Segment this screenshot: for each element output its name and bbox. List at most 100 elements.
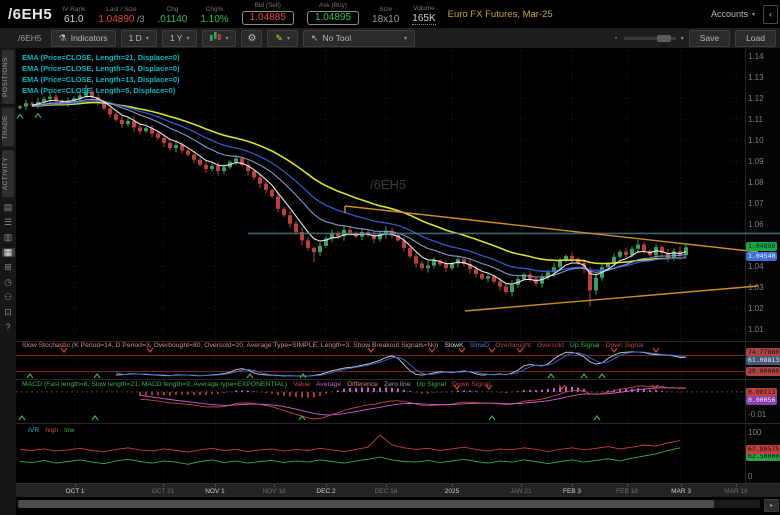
date-tick-mark — [736, 484, 737, 487]
macd-down-signal — [651, 384, 659, 390]
iv-axis-top-label: 100 — [748, 428, 762, 437]
help-icon[interactable]: ? — [5, 321, 11, 332]
field-value: 1.04890 /3 — [98, 14, 145, 26]
panel-separator — [16, 423, 780, 424]
iv-low-line — [19, 447, 681, 465]
timeframe-dropdown[interactable]: 1 D ▾ — [120, 29, 157, 47]
list-icon[interactable]: ☰ — [3, 216, 13, 227]
quote-header: /6EH5 IV Rank 61.0 Last / Size 1.04890 /3 Ch… — [0, 0, 780, 28]
time-zoom-slider[interactable] — [623, 34, 676, 42]
quote-field-chg%: Chg% 1.10% — [200, 6, 228, 26]
accounts-menu[interactable]: Accounts ▾ — [711, 9, 755, 19]
date-tick-label: JAN 21 — [510, 488, 532, 495]
range-dropdown[interactable]: 1 Y ▾ — [161, 29, 198, 47]
clock-icon[interactable]: ◷ — [4, 276, 12, 287]
candle-body — [606, 263, 610, 268]
iv-high-badge: 67.80575 — [746, 445, 780, 454]
sidebar-tab-positions[interactable]: POSITIONS — [2, 50, 14, 104]
candle-body — [282, 208, 286, 216]
field-value: 1.04895 — [306, 11, 360, 26]
candle-body — [642, 244, 646, 251]
stoch-up-signal — [299, 373, 307, 379]
candle-body — [36, 101, 40, 105]
macd-up-signal — [91, 415, 99, 421]
candle-body — [570, 255, 574, 259]
sidebar-tab-trade[interactable]: TRADE — [2, 107, 14, 147]
candle-body — [462, 259, 466, 264]
news-icon[interactable]: ▤ — [3, 201, 13, 212]
collapse-panel-button[interactable]: ‹ — [763, 4, 778, 24]
candle-body — [96, 96, 100, 103]
chart-settings-button[interactable]: ⚙ — [241, 29, 263, 47]
candle-body — [450, 263, 454, 269]
active-tool-label: No Tool — [322, 33, 352, 43]
candle-body — [192, 154, 196, 160]
monitor-grid-icon[interactable]: ▦ — [1, 247, 15, 257]
candle-body — [528, 274, 532, 279]
candle-body — [48, 96, 52, 99]
candle-body — [402, 240, 406, 248]
macd-label-legend-item: Zero line — [384, 381, 411, 388]
stochastic-badge-2: 20.00000 — [746, 367, 780, 376]
stoch-up-signal — [26, 373, 34, 379]
trendline-2[interactable] — [464, 285, 759, 312]
stochastic-label-legend-item: Overbought — [495, 342, 531, 349]
candle-body — [522, 274, 526, 280]
load-button[interactable]: Load — [735, 29, 776, 47]
candle-body — [576, 258, 580, 264]
trendline-1[interactable] — [344, 205, 759, 253]
collapse-icon: ‹ — [769, 9, 772, 19]
candle-body — [18, 106, 22, 109]
candle-body — [456, 259, 460, 264]
drawing-tool-dropdown[interactable]: ↖ No Tool ▾ — [302, 29, 415, 47]
candle-body — [162, 137, 166, 143]
apps-icon[interactable]: ⊞ — [4, 261, 12, 272]
drawing-style-dropdown[interactable]: ✎ ▾ — [267, 29, 298, 47]
sidebar-tab-activity[interactable]: ACTIVITY — [2, 150, 14, 198]
scroll-right-button[interactable]: ▸ — [764, 499, 779, 512]
date-tick-mark — [386, 484, 387, 487]
candle-body — [54, 96, 58, 101]
slowk-line — [115, 351, 687, 377]
macd-value-line — [139, 385, 687, 420]
candle-body — [678, 251, 682, 256]
users-icon[interactable]: ⚇ — [3, 291, 13, 302]
ema-5-line — [31, 95, 687, 285]
indicators-button[interactable]: ⚗ Indicators — [50, 29, 116, 47]
iv-label: IVR high low — [22, 427, 80, 434]
candle-body — [582, 263, 586, 270]
candle-body — [60, 100, 64, 104]
symbol-title: /6EH5 — [8, 5, 53, 23]
quote-field-volume: Volume 165K — [412, 4, 436, 26]
field-value: 18x10 — [372, 14, 400, 26]
save-button[interactable]: Save — [688, 29, 731, 47]
time-scrollbar-thumb[interactable] — [18, 500, 714, 508]
line-price-badge: 1.04540 — [746, 251, 778, 261]
candle-body — [132, 121, 136, 128]
macd-label-legend-item: Value — [293, 381, 310, 388]
chart-type-dropdown[interactable]: ▾ — [202, 29, 237, 47]
candle-body — [594, 277, 598, 291]
stochastic-badge-0: 74.77860 — [746, 348, 780, 357]
candle-body — [366, 231, 370, 235]
price-tick-label: 1.04 — [748, 262, 764, 271]
price-tick-label: 1.07 — [748, 199, 764, 208]
last-price-badge: 1.04890 — [746, 242, 778, 252]
field-label: Bid (Sell) — [254, 1, 281, 9]
date-tick-label: OCT 21 — [151, 488, 175, 495]
candle-body — [444, 264, 448, 269]
ledger-icon[interactable]: ▥ — [3, 231, 13, 242]
field-label: Volume — [413, 4, 435, 12]
time-scrollbar-track[interactable] — [18, 500, 760, 508]
candle-body — [312, 247, 316, 253]
ema-legend-2: EMA (Price=CLOSE, Length=13, Displace=0) — [22, 75, 180, 84]
stoch-up-signal — [93, 373, 101, 379]
contract-description: Euro FX Futures, Mar-25 — [447, 8, 553, 20]
calendar-icon[interactable]: ⊡ — [4, 306, 12, 317]
candle-body — [516, 279, 520, 285]
slider-thumb[interactable] — [656, 34, 671, 42]
stochastic-label-legend-item: Down Signal — [605, 342, 644, 349]
macd-down-signal — [558, 384, 566, 390]
iv-high-line — [19, 434, 681, 453]
